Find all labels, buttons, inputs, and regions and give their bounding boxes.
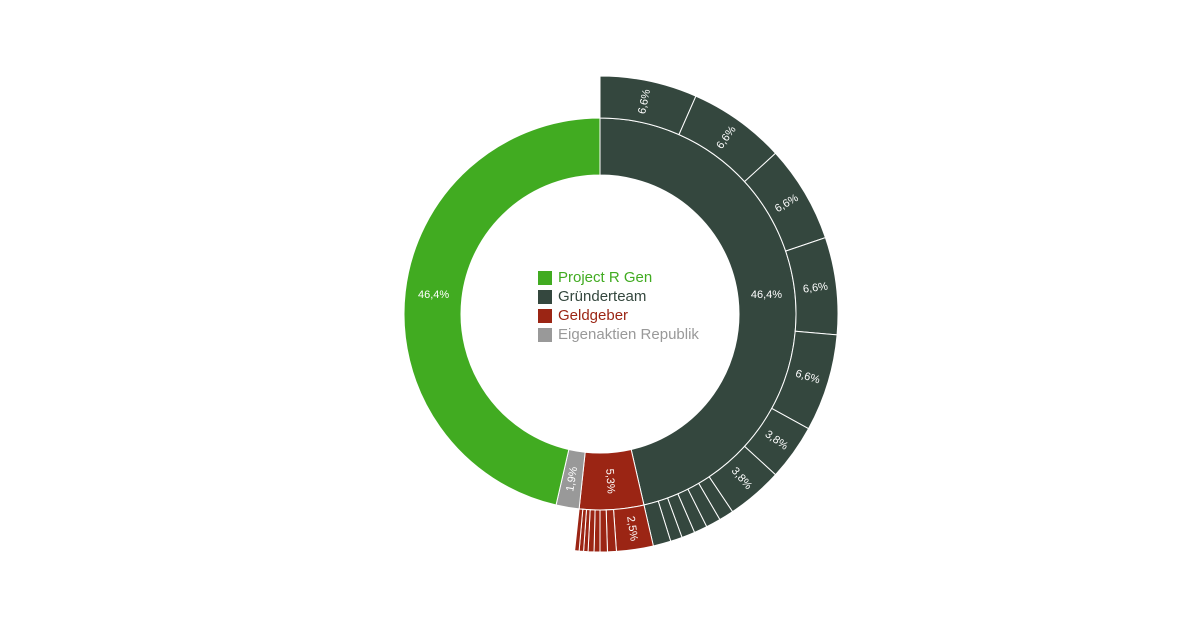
outer-ring [574,75,839,553]
outer-slice-label: 2,5% [624,515,640,542]
legend-label: Gründerteam [558,288,647,305]
inner-slice-project_r_gen[interactable] [403,117,601,506]
legend-label: Project R Gen [558,269,653,286]
legend-label: Geldgeber [558,307,629,324]
outer-slice-label: 6,6% [802,281,829,296]
legend-label: Eigenaktien Republik [558,326,699,343]
inner-ring [403,117,797,511]
legend-item-gruenderteam[interactable]: Gründerteam [538,287,699,306]
inner-slice-label: 46,4% [418,289,449,301]
legend-swatch [538,327,552,342]
legend-swatch [538,308,552,323]
outer-slice-geldgeber[interactable] [599,509,608,553]
legend-item-geldgeber[interactable]: Geldgeber [538,306,699,325]
legend-swatch [538,289,552,304]
outer-slice-geldgeber[interactable] [574,508,584,552]
legend-item-project-r-gen[interactable]: Project R Gen [538,268,699,287]
slice-labels: 46,4%5,3%1,9%46,4%6,6%6,6%6,6%6,6%6,6%3,… [418,88,829,542]
inner-slice-label: 5,3% [603,468,616,494]
chart-legend: Project R Gen Gründerteam Geldgeber Eige… [538,268,699,344]
outer-slice-label: 6,6% [636,88,653,115]
legend-item-eigenaktien[interactable]: Eigenaktien Republik [538,325,699,344]
legend-swatch [538,270,552,285]
inner-slice-label: 46,4% [751,289,782,301]
inner-slice-label: 1,9% [564,466,580,493]
